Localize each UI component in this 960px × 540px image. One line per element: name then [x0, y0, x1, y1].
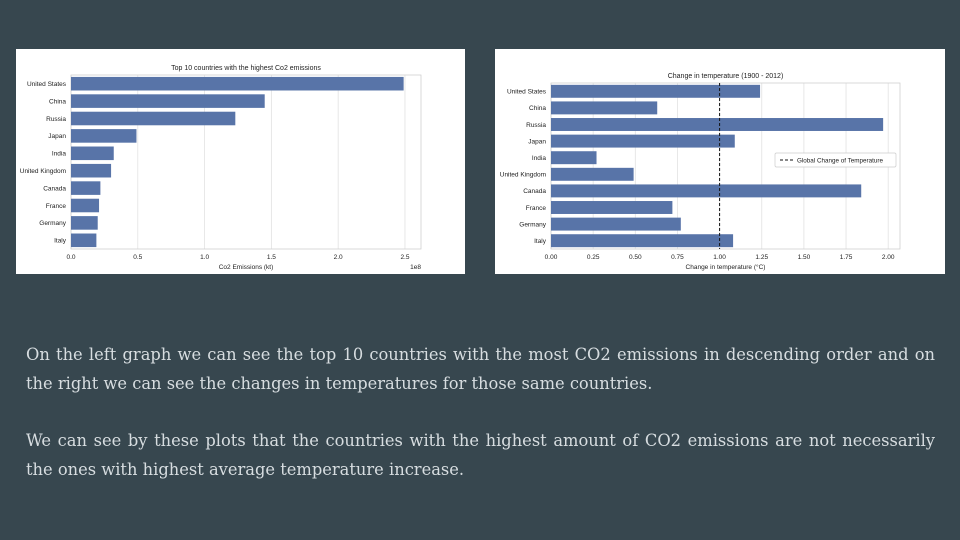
- y-category-label: China: [529, 105, 546, 112]
- bar: [551, 217, 681, 231]
- y-category-label: United Kingdom: [500, 172, 546, 179]
- bar: [551, 101, 658, 115]
- bar: [71, 216, 98, 230]
- x-tick-label: 0.50: [629, 254, 642, 261]
- x-tick-label: 0.00: [545, 254, 558, 261]
- legend-label: Global Change of Temperature: [797, 157, 883, 164]
- y-category-label: United States: [27, 81, 67, 88]
- bar: [551, 201, 673, 214]
- plot-frame: [550, 82, 901, 250]
- bar: [71, 76, 404, 91]
- x-tick-label: 2.5: [400, 254, 409, 261]
- y-category-label: Germany: [39, 220, 66, 227]
- x-tick-label: 1.25: [755, 254, 768, 261]
- y-category-label: Japan: [528, 138, 546, 145]
- x-tick-label: 0.75: [671, 254, 684, 261]
- y-category-label: France: [526, 205, 547, 212]
- y-category-label: United States: [507, 89, 547, 96]
- bar: [71, 233, 97, 248]
- y-category-label: India: [52, 151, 66, 158]
- bar: [71, 94, 265, 108]
- x-tick-label: 0.0: [66, 254, 75, 261]
- y-category-label: Canada: [523, 188, 546, 195]
- y-category-label: China: [49, 98, 66, 105]
- y-category-label: Italy: [534, 238, 547, 245]
- x-axis-label: Co2 Emissions (kt): [219, 264, 274, 271]
- y-category-label: Japan: [48, 133, 66, 140]
- temperature-change-chart-svg: Change in temperature (1900 - 2012) 0.00 0…: [500, 73, 901, 271]
- y-category-label: Russia: [46, 116, 66, 123]
- x-tick-label: 2.0: [334, 254, 343, 261]
- y-category-label: Germany: [519, 221, 546, 228]
- bar: [551, 84, 761, 98]
- bar: [551, 167, 634, 181]
- bar: [551, 118, 884, 131]
- x-tick-label: 0.5: [133, 254, 142, 261]
- caption-paragraph-1: On the left graph we can see the top 10 …: [26, 345, 935, 393]
- bar: [71, 146, 114, 161]
- y-category-label: India: [532, 155, 546, 162]
- y-category-label: United Kingdom: [20, 168, 66, 175]
- x-axis-label: Change in temperature (°C): [686, 263, 766, 271]
- x-tick-label: 1.75: [840, 254, 853, 261]
- chart-title: Change in temperature (1900 - 2012): [668, 73, 784, 80]
- y-category-label: Italy: [54, 238, 67, 245]
- x-tick-label: 1.5: [267, 254, 276, 261]
- bar: [71, 129, 137, 143]
- co2-emissions-chart-svg: Top 10 countries with the highest Co2 em…: [20, 65, 422, 271]
- y-category-label: Canada: [43, 185, 66, 192]
- bar: [71, 181, 101, 195]
- bar: [71, 111, 236, 126]
- x-tick-label: 1.50: [798, 254, 811, 261]
- bar: [551, 151, 597, 165]
- bar: [551, 134, 735, 148]
- bar: [71, 198, 100, 213]
- plot-frame: [70, 74, 422, 250]
- x-tick-label: 0.25: [587, 254, 600, 261]
- caption-paragraph-2: We can see by these plots that the count…: [26, 431, 935, 479]
- x-axis-offset-label: 1e8: [410, 264, 421, 271]
- x-tick-label: 1.0: [200, 254, 209, 261]
- legend-box: [774, 152, 897, 168]
- y-category-label: France: [46, 203, 67, 210]
- bar: [551, 184, 862, 198]
- temperature-change-chart: Change in temperature (1900 - 2012) 0.00 0…: [495, 49, 945, 274]
- x-tick-label: 2.00: [882, 254, 895, 261]
- chart-title: Top 10 countries with the highest Co2 em…: [171, 65, 321, 72]
- bar: [551, 234, 734, 248]
- y-category-label: Russia: [526, 122, 546, 129]
- co2-emissions-chart: Top 10 countries with the highest Co2 em…: [16, 49, 465, 274]
- x-tick-label: 1.00: [713, 254, 726, 261]
- bar: [71, 163, 112, 178]
